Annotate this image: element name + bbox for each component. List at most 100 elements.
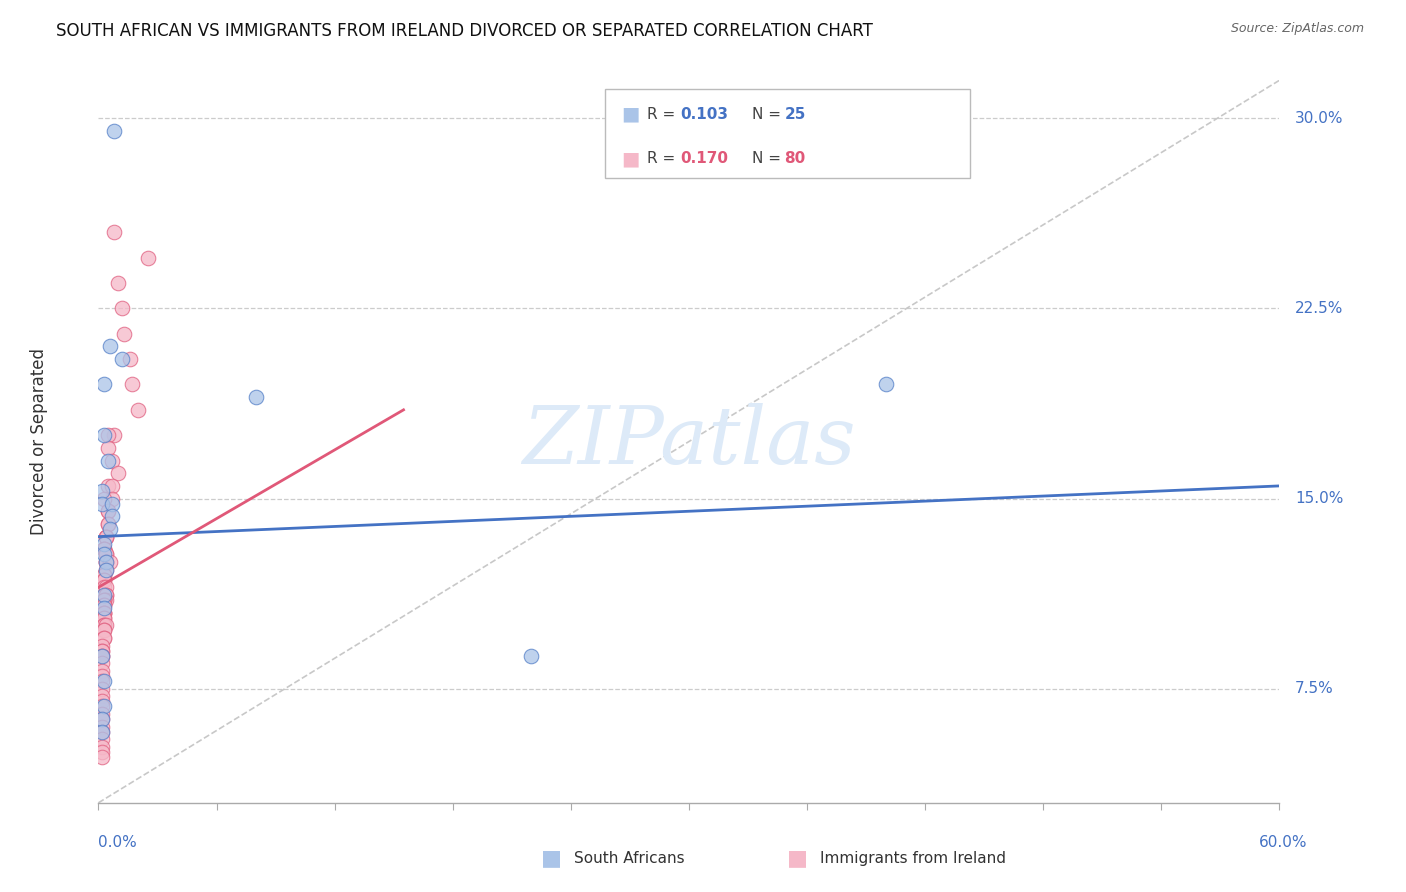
Point: [103, 124, 125, 138]
Point: [96, 588, 118, 602]
Point: [93, 618, 115, 632]
Text: South Africans: South Africans: [574, 851, 685, 865]
Point: [91, 694, 114, 708]
Point: [91, 712, 114, 726]
Text: Divorced or Separated: Divorced or Separated: [31, 348, 48, 535]
Text: 0.170: 0.170: [681, 152, 728, 166]
Point: [93, 624, 115, 638]
Point: [97, 479, 120, 493]
Text: 30.0%: 30.0%: [1295, 111, 1344, 126]
Point: [93, 491, 115, 506]
Point: [96, 555, 118, 569]
Point: [93, 624, 115, 638]
Point: [93, 588, 115, 602]
Text: 0.0%: 0.0%: [98, 836, 138, 850]
Text: Source: ZipAtlas.com: Source: ZipAtlas.com: [1230, 22, 1364, 36]
Point: [96, 530, 118, 544]
Point: [91, 720, 114, 734]
Point: [93, 567, 115, 582]
Point: [91, 648, 114, 663]
Point: [101, 509, 124, 524]
Point: [96, 547, 118, 561]
Point: [93, 593, 115, 607]
Point: [93, 573, 115, 587]
Point: [101, 479, 124, 493]
Point: [875, 377, 897, 392]
Point: [93, 611, 115, 625]
Point: [93, 606, 115, 620]
Point: [96, 563, 118, 577]
Point: [93, 537, 115, 551]
Point: [136, 251, 159, 265]
Text: ■: ■: [621, 104, 640, 124]
Point: [91, 712, 114, 726]
Point: [93, 631, 115, 645]
Point: [91, 643, 114, 657]
Point: [98, 522, 121, 536]
Text: R =: R =: [647, 107, 681, 121]
Point: [96, 530, 118, 544]
Point: [91, 681, 114, 696]
Point: [121, 377, 143, 392]
Point: [93, 593, 115, 607]
Point: [111, 301, 134, 316]
Point: [97, 504, 120, 518]
Text: SOUTH AFRICAN VS IMMIGRANTS FROM IRELAND DIVORCED OR SEPARATED CORRELATION CHART: SOUTH AFRICAN VS IMMIGRANTS FROM IRELAND…: [56, 22, 873, 40]
Point: [245, 390, 267, 404]
Point: [93, 606, 115, 620]
Point: [118, 352, 141, 367]
Point: [107, 276, 129, 290]
Point: [93, 631, 115, 645]
Point: [98, 339, 121, 353]
Point: [97, 504, 120, 518]
Point: [96, 547, 118, 561]
Text: 60.0%: 60.0%: [1260, 836, 1308, 850]
Point: [93, 598, 115, 612]
Point: [91, 639, 114, 653]
Point: [93, 606, 115, 620]
Point: [127, 402, 149, 417]
Point: [91, 497, 114, 511]
Text: ■: ■: [787, 848, 808, 868]
Point: [93, 600, 115, 615]
Text: 80: 80: [785, 152, 806, 166]
Point: [93, 542, 115, 557]
Point: [93, 567, 115, 582]
Point: [91, 739, 114, 754]
Point: [96, 555, 118, 569]
Point: [91, 699, 114, 714]
Point: [520, 648, 543, 663]
Point: [96, 593, 118, 607]
Point: [98, 555, 121, 569]
Point: [93, 598, 115, 612]
Point: [91, 664, 114, 678]
Point: [101, 453, 124, 467]
Text: ZIPatlas: ZIPatlas: [522, 403, 856, 480]
Text: Immigrants from Ireland: Immigrants from Ireland: [820, 851, 1005, 865]
Point: [111, 352, 134, 367]
Point: [93, 428, 115, 442]
Point: [97, 428, 120, 442]
Text: N =: N =: [752, 152, 786, 166]
Point: [97, 516, 120, 531]
Point: [112, 326, 135, 341]
Point: [91, 669, 114, 683]
Point: [91, 724, 114, 739]
Point: [93, 699, 115, 714]
Text: ■: ■: [541, 848, 562, 868]
Point: [91, 745, 114, 759]
Point: [91, 732, 114, 747]
Point: [93, 573, 115, 587]
Point: [91, 690, 114, 704]
Text: 7.5%: 7.5%: [1295, 681, 1334, 697]
Point: [103, 428, 125, 442]
Point: [93, 542, 115, 557]
Text: 22.5%: 22.5%: [1295, 301, 1344, 316]
Point: [91, 648, 114, 663]
Point: [93, 618, 115, 632]
Point: [91, 483, 114, 498]
Point: [91, 648, 114, 663]
Point: [97, 441, 120, 455]
Text: 25: 25: [785, 107, 806, 121]
Point: [96, 530, 118, 544]
